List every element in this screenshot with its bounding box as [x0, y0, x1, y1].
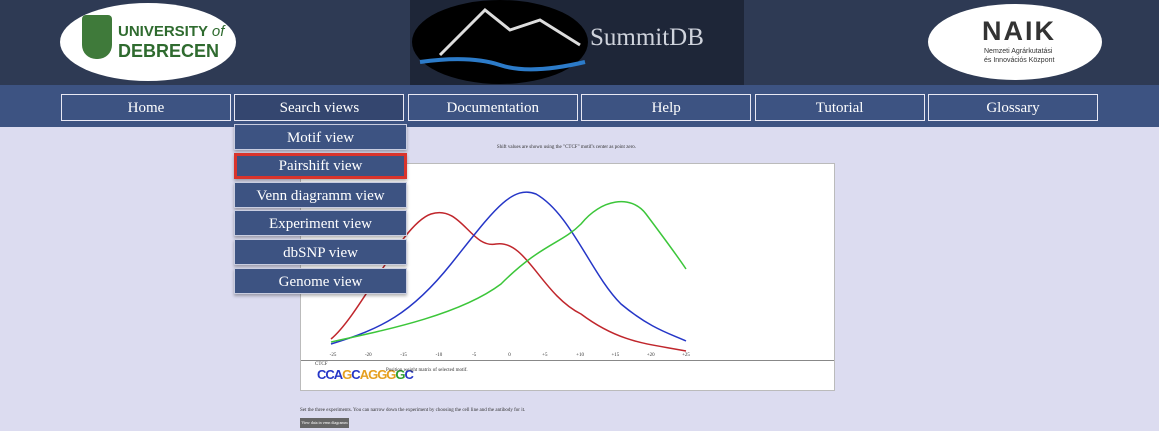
- pwm-logo: CCAGCAGGGGC: [317, 367, 414, 382]
- dropdown-item[interactable]: Pairshift view: [234, 152, 407, 179]
- x-tick-label: -20: [365, 353, 372, 358]
- university-text: UNIVERSITY of: [118, 23, 225, 40]
- x-tick-label: +10: [576, 353, 584, 358]
- dropdown-item[interactable]: Venn diagramm view: [234, 181, 407, 208]
- x-tick-label: +5: [542, 353, 548, 358]
- unideb-logo[interactable]: UNIVERSITY of DEBRECEN: [60, 3, 236, 81]
- naik-sub2: és Innovációs Központ: [984, 57, 1055, 64]
- shift-note: Shift values are shown using the "CTCF" …: [496, 145, 637, 150]
- x-tick-label: -10: [436, 353, 443, 358]
- nav-item[interactable]: Home: [61, 94, 231, 121]
- x-tick-label: -5: [472, 353, 477, 358]
- crest: [82, 15, 112, 59]
- dropdown-item[interactable]: Motif view: [234, 124, 407, 150]
- site-title: SummitDB: [590, 24, 704, 51]
- dropdown-item[interactable]: dbSNP view: [234, 239, 407, 266]
- summitdb-logo[interactable]: SummitDB: [410, 0, 744, 85]
- x-axis: -25 -20 -15 -10 -5 0 +5 +10 +15 +20 +25: [330, 353, 691, 358]
- x-tick-label: -25: [330, 353, 337, 358]
- blue-curve: [330, 191, 687, 345]
- nav-item[interactable]: Documentation: [407, 94, 578, 121]
- venn-button[interactable]: View data in venn diagramm: [300, 418, 349, 428]
- header: UNIVERSITY of DEBRECEN SummitDB NAIK Nem…: [0, 0, 1159, 85]
- peak: [438, 7, 581, 57]
- nav-item[interactable]: Tutorial: [754, 94, 925, 121]
- navbar: Home Search views Documentation Help Tutoria…: [0, 85, 1159, 127]
- mountain-graphic: [412, 0, 588, 84]
- green-curve: [330, 200, 687, 343]
- naik-logo[interactable]: NAIK Nemzeti Agrárkutatási és Innovációs…: [928, 4, 1102, 80]
- dropdown-item[interactable]: Experiment view: [234, 210, 407, 237]
- debrecen-text: DEBRECEN: [118, 41, 220, 61]
- x-tick-label: -15: [400, 353, 407, 358]
- naik-text: NAIK: [982, 16, 1056, 46]
- x-tick-label: 0: [508, 353, 511, 358]
- nav-item[interactable]: Search views: [234, 94, 405, 121]
- x-tick-label: +20: [647, 353, 655, 358]
- instructions: Set the three experiments. You can narro…: [300, 408, 526, 413]
- dropdown-item[interactable]: Genome view: [234, 268, 407, 294]
- wave: [419, 57, 586, 72]
- motif-name: CTCF: [315, 362, 328, 367]
- x-tick-label: +15: [611, 353, 619, 358]
- separator: [301, 360, 834, 361]
- pwm-caption: Position weight matrix of selected motif…: [386, 368, 468, 373]
- profile-plot: -25 -20 -15 -10 -5 0 +5 +10 +15 +20 +25: [330, 191, 691, 358]
- nav-item[interactable]: Glossary: [928, 94, 1098, 121]
- naik-sub1: Nemzeti Agrárkutatási: [984, 48, 1053, 55]
- nav-item[interactable]: Help: [581, 94, 752, 121]
- ellipse: [412, 0, 588, 84]
- x-tick-label: +25: [682, 353, 690, 358]
